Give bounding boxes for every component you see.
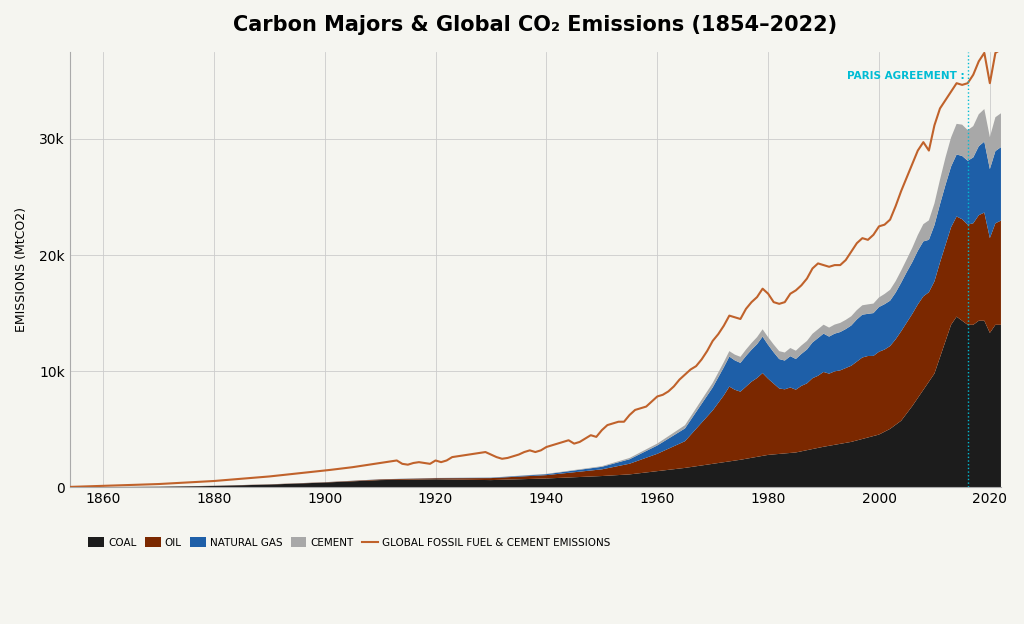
Title: Carbon Majors & Global CO₂ Emissions (1854–2022): Carbon Majors & Global CO₂ Emissions (18… — [233, 15, 838, 35]
Y-axis label: EMISSIONS (MtCO2): EMISSIONS (MtCO2) — [15, 207, 28, 332]
Legend: COAL, OIL, NATURAL GAS, CEMENT, GLOBAL FOSSIL FUEL & CEMENT EMISSIONS: COAL, OIL, NATURAL GAS, CEMENT, GLOBAL F… — [84, 534, 614, 552]
Text: PARIS AGREEMENT :: PARIS AGREEMENT : — [847, 71, 965, 82]
